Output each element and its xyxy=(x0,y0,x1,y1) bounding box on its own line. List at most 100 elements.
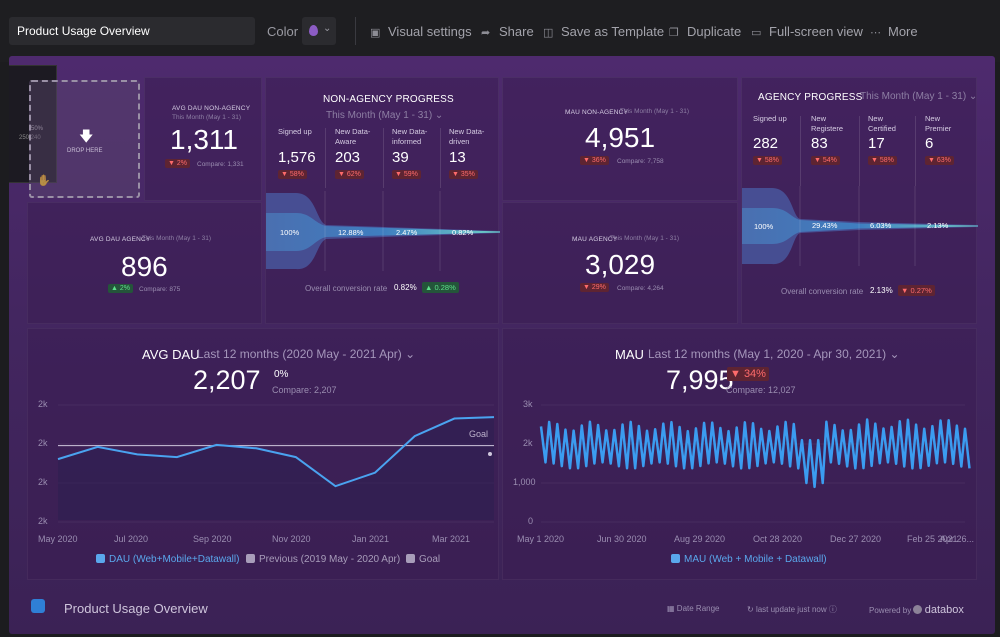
funnel-col-header: New Data-informed xyxy=(392,127,428,146)
range-text: Last 12 months (May 1, 2020 - Apr 30, 20… xyxy=(648,347,887,361)
funnel-inner xyxy=(266,213,500,251)
x-tick: Jun 30 2020 xyxy=(597,534,647,544)
avg-dau-line-chart xyxy=(57,404,495,523)
non-agency-progress-card[interactable]: NON-AGENCY PROGRESS This Month (May 1 - … xyxy=(265,77,500,324)
footer-logo-icon xyxy=(31,599,45,613)
range-text: This Month (May 1 - 31) xyxy=(860,91,967,102)
legend-text: Previous (2019 May - 2020 Apr) xyxy=(259,554,401,565)
full-screen-button[interactable]: ▭ Full-screen view xyxy=(751,24,863,39)
change-badge: ▼ 58% xyxy=(753,156,782,165)
share-icon: ➦ xyxy=(481,27,491,39)
x-tick: Jan 2021 xyxy=(352,534,390,544)
card-value: 1,311 xyxy=(170,124,238,155)
mau-chart-card[interactable]: MAU Last 12 months (May 1, 2020 - Apr 30… xyxy=(502,328,977,580)
funnel-label: 12.88% xyxy=(338,228,364,237)
funnel-label: 100% xyxy=(280,228,300,237)
funnel-col-header: New Certified xyxy=(868,114,896,133)
funnel-col-header: Signed up xyxy=(753,114,787,123)
card-label: MAU AGENCY xyxy=(572,236,618,243)
funnel-label: 29.43% xyxy=(812,221,838,230)
chart-range-dropdown[interactable]: Last 12 months (2020 May - 2021 Apr) ⌄ xyxy=(197,347,416,361)
funnel-col-header: New Data-Aware xyxy=(335,127,371,146)
card-range: This Month (May 1 - 31) ⌄ xyxy=(326,110,444,121)
conversion-value: 0.82% xyxy=(394,283,417,292)
dashboard-title-input[interactable]: Product Usage Overview xyxy=(9,17,255,45)
goal-endpoint xyxy=(488,452,492,456)
drag-percent: 50% xyxy=(31,126,44,132)
compare-text: Compare: 2,207 xyxy=(272,385,337,395)
mau-agency-card[interactable]: MAU AGENCY This Month (May 1 - 31) 3,029… xyxy=(502,202,738,324)
x-tick: Jul 2020 xyxy=(114,534,149,544)
card-title: NON-AGENCY PROGRESS xyxy=(323,94,454,105)
chart-range-dropdown[interactable]: Last 12 months (May 1, 2020 - Apr 30, 20… xyxy=(648,347,900,361)
avg-dau-chart-card[interactable]: AVG DAU Last 12 months (2020 May - 2021 … xyxy=(27,328,499,580)
legend-text: DAU (Web+Mobile+Datawall) xyxy=(109,554,240,565)
x-tick: Feb 25 2021 xyxy=(907,534,958,544)
avg-dau-non-agency-card[interactable]: AVG DAU NON-AGENCY This Month (May 1 - 3… xyxy=(144,77,262,201)
range-text: Last 12 months (2020 May - 2021 Apr) xyxy=(197,347,402,361)
drop-label: DROP HERE xyxy=(67,148,103,154)
save-as-template-button[interactable]: ◫ Save as Template xyxy=(543,24,664,39)
legend-item-mau[interactable]: MAU (Web + Mobile + Datawall) xyxy=(671,554,827,565)
funnel-col-value: 282 xyxy=(753,135,779,152)
funnel-graphic xyxy=(266,191,500,271)
legend-text: Goal xyxy=(419,554,441,565)
legend-item-dau[interactable]: DAU (Web+Mobile+Datawall) xyxy=(96,554,239,565)
full-screen-label: Full-screen view xyxy=(769,24,863,39)
x-tick: Sep 2020 xyxy=(193,534,232,544)
legend-item-goal[interactable]: Goal xyxy=(406,554,440,565)
chart-change: 0% xyxy=(274,369,289,380)
color-label: Color xyxy=(267,24,299,39)
agency-progress-card[interactable]: AGENCY PROGRESS This Month (May 1 - 31) … xyxy=(741,77,978,324)
checkbox-icon xyxy=(671,554,680,563)
dashboard-canvas: 50% 250,240 ✋ 🡇 DROP HERE AVG DAU NON-AG… xyxy=(9,56,995,634)
y-tick: 2k xyxy=(38,477,48,487)
y-tick: 1,000 xyxy=(513,477,536,487)
mau-line-chart xyxy=(539,404,971,523)
conversion-value: 2.13% xyxy=(870,286,893,295)
compare-text: Compare: 1,331 xyxy=(197,161,244,168)
card-label: MAU NON-AGENCY xyxy=(565,109,629,116)
card-range: This Month (May 1 - 31) xyxy=(142,235,211,242)
funnel-label: 0.82% xyxy=(452,228,474,237)
last-update-label: last update just now xyxy=(755,605,827,614)
color-picker[interactable]: ⌄ xyxy=(302,17,336,45)
card-range: This Month (May 1 - 31) xyxy=(610,235,679,242)
dau-area xyxy=(58,417,494,520)
legend-text: MAU (Web + Mobile + Datawall) xyxy=(684,554,827,565)
toolbar-divider xyxy=(355,17,356,45)
avg-dau-agency-card[interactable]: AVG DAU AGENCY This Month (May 1 - 31) 8… xyxy=(27,202,262,324)
drop-zone[interactable]: 🡇 DROP HERE xyxy=(29,80,140,198)
conversion-label: Overall conversion rate xyxy=(305,284,388,293)
drop-arrow-icon: 🡇 xyxy=(79,128,94,144)
info-icon: ⓘ xyxy=(828,605,837,614)
date-range-button[interactable]: ▦ Date Range xyxy=(667,604,720,613)
compare-text: Compare: 12,027 xyxy=(726,385,796,395)
chart-title: AVG DAU xyxy=(142,347,200,362)
funnel-col-value: 17 xyxy=(868,135,885,152)
chart-value: 7,995 xyxy=(666,365,734,395)
y-tick: 2k xyxy=(523,438,533,448)
visual-settings-button[interactable]: ▣ Visual settings xyxy=(370,24,472,39)
y-tick: 2k xyxy=(38,399,48,409)
change-badge: ▼ 63% xyxy=(925,156,954,165)
more-button[interactable]: ⋯ More xyxy=(870,24,918,39)
card-value: 896 xyxy=(121,251,168,282)
checkbox-icon xyxy=(406,554,415,563)
color-drop-icon xyxy=(309,25,318,36)
x-tick: Dec 27 2020 xyxy=(830,534,882,544)
funnel-col-value: 83 xyxy=(811,135,828,152)
legend-item-previous[interactable]: Previous (2019 May - 2020 Apr) xyxy=(246,554,400,565)
funnel-label: 2.47% xyxy=(396,228,418,237)
card-value: 3,029 xyxy=(585,249,656,280)
last-update-status: ↻ last update just now ⓘ xyxy=(747,604,837,615)
col-divider xyxy=(325,128,326,188)
funnel-label: 100% xyxy=(754,222,774,231)
mau-non-agency-card[interactable]: MAU NON-AGENCY This Month (May 1 - 31) 4… xyxy=(502,77,738,201)
share-button[interactable]: ➦ Share xyxy=(481,24,534,39)
col-divider xyxy=(800,116,801,186)
refresh-icon: ↻ xyxy=(747,605,754,614)
duplicate-button[interactable]: ❐ Duplicate xyxy=(669,24,741,39)
dau-series-line xyxy=(57,416,495,488)
more-icon: ⋯ xyxy=(870,27,881,39)
